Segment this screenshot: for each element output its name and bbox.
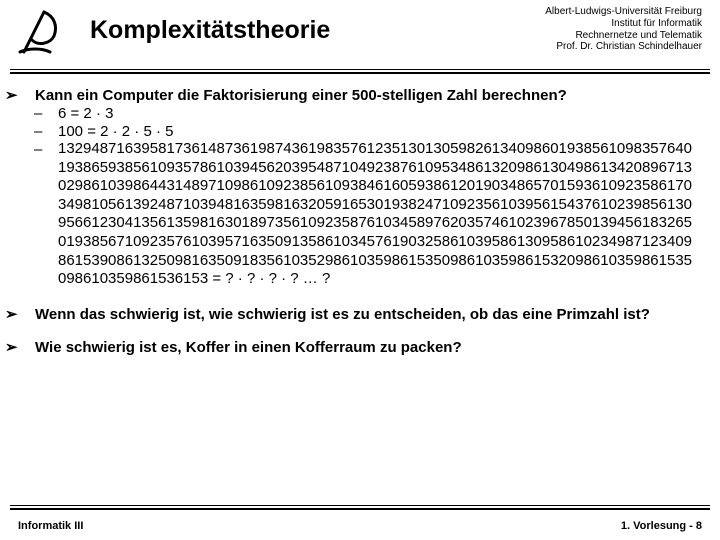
institution-line: Prof. Dr. Christian Schindelhauer (545, 41, 702, 53)
footer: Informatik III 1. Vorlesung - 8 (18, 520, 702, 532)
dash-icon: – (46, 105, 58, 122)
bullet-arrow-icon: ➢ (20, 305, 35, 323)
question-2-text: Wenn das schwierig ist, wie schwierig is… (35, 306, 650, 323)
institution-line: Albert-Ludwigs-Universität Freiburg (545, 6, 702, 18)
dash-icon: – (46, 141, 58, 158)
question-1: ➢Kann ein Computer die Faktorisierung ei… (20, 86, 700, 104)
example-1: –6 = 2 · 3 (46, 105, 700, 122)
footer-rule (0, 504, 720, 510)
footer-right: 1. Vorlesung - 8 (621, 520, 702, 532)
example-2: –100 = 2 · 2 · 5 · 5 (46, 123, 700, 140)
question-2: ➢Wenn das schwierig ist, wie schwierig i… (20, 305, 700, 323)
slide-title: Komplexitätstheorie (90, 16, 330, 45)
example-1-text: 6 = 2 · 3 (58, 105, 113, 122)
header: Komplexitätstheorie Albert-Ludwigs-Unive… (0, 0, 720, 72)
slide: Komplexitätstheorie Albert-Ludwigs-Unive… (0, 0, 720, 540)
slide-body: ➢Kann ein Computer die Faktorisierung ei… (20, 86, 700, 496)
big-number-tail: = ? · ? · ? · ? … ? (212, 270, 330, 287)
dash-icon: – (46, 123, 58, 140)
header-rule (0, 68, 720, 74)
question-1-text: Kann ein Computer die Faktorisierung ein… (35, 87, 567, 104)
big-number: 1329487163958173614873619874361983576123… (58, 140, 700, 289)
bullet-arrow-icon: ➢ (20, 86, 35, 104)
big-number-digits: 1329487163958173614873619874361983576123… (58, 140, 692, 287)
bullet-arrow-icon: ➢ (20, 338, 35, 356)
institution-block: Albert-Ludwigs-Universität Freiburg Inst… (545, 6, 702, 53)
question-3: ➢Wie schwierig ist es, Koffer in einen K… (20, 338, 700, 356)
institution-line: Institut für Informatik (545, 18, 702, 30)
institution-line: Rechnernetze und Telematik (545, 30, 702, 42)
university-logo (14, 6, 62, 63)
question-3-text: Wie schwierig ist es, Koffer in einen Ko… (35, 339, 462, 356)
footer-left: Informatik III (18, 520, 83, 532)
example-2-text: 100 = 2 · 2 · 5 · 5 (58, 123, 173, 140)
